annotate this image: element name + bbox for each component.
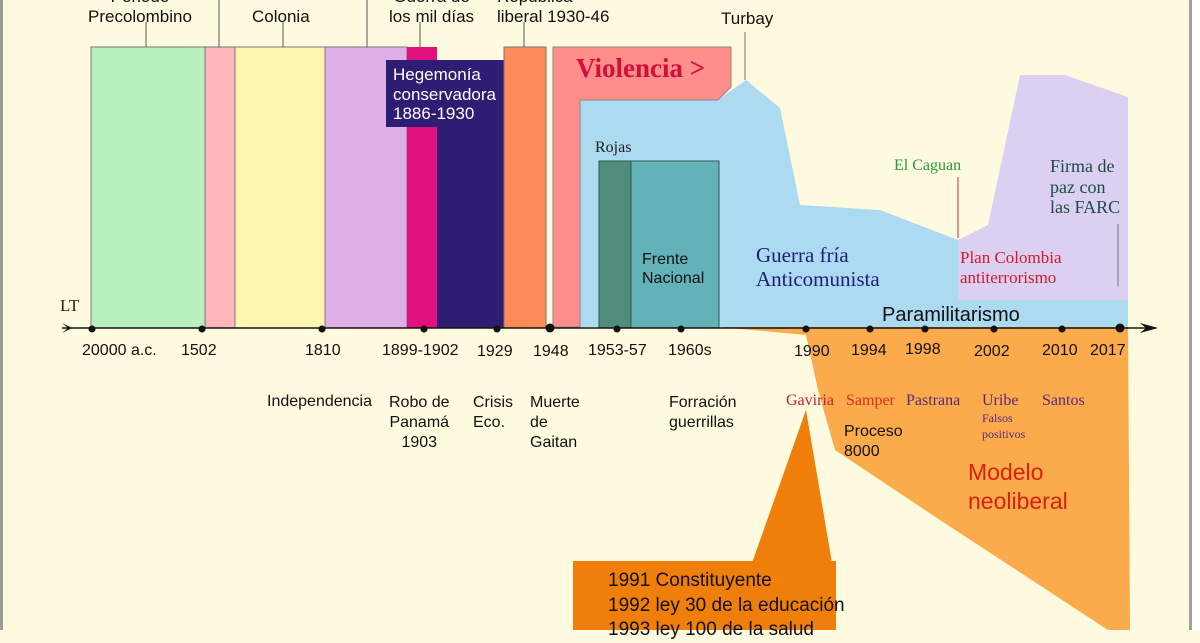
timeline-graphics bbox=[62, 0, 1158, 630]
label-rojas: Rojas bbox=[595, 139, 632, 156]
tick-label: 1960s bbox=[668, 342, 712, 359]
label-violencia: Violencia > bbox=[576, 53, 706, 83]
republica-liberal-block bbox=[503, 46, 547, 329]
label-colonia: Colonia bbox=[252, 7, 310, 26]
plan-colombia-region bbox=[958, 75, 1128, 300]
label-frente-nacional: Frente Nacional bbox=[642, 251, 705, 288]
axis-arrow-icon bbox=[1140, 323, 1158, 333]
tick-label: 1899-1902 bbox=[382, 342, 459, 359]
label-el-caguan: El Caguan bbox=[894, 157, 962, 174]
frente-nacional-block bbox=[630, 160, 720, 329]
label-precolombino: Periodo Precolombino bbox=[88, 0, 192, 27]
label-hegemonia: Hegemonía conservadora 1886-1930 bbox=[393, 65, 497, 124]
tick-label: 20000 a.c. bbox=[82, 342, 157, 359]
tick-label: 1998 bbox=[905, 341, 941, 358]
tick-label: 1810 bbox=[305, 342, 341, 359]
tick-label: 1948 bbox=[533, 343, 569, 360]
event-falsos-positivos: Falsos positivos bbox=[982, 411, 1026, 442]
right-margin bbox=[1192, 0, 1200, 630]
constituyente-line: 1992 ley 30 de la educación bbox=[608, 594, 845, 616]
event-crisis: Crisis Eco. bbox=[473, 394, 513, 431]
tick-label: 1953-57 bbox=[588, 342, 647, 359]
event-proceso-8000: Proceso 8000 bbox=[844, 423, 903, 460]
conquista-block bbox=[204, 46, 236, 329]
label-modelo-neoliberal: Modelo neoliberal bbox=[968, 459, 1068, 514]
event-panama: Robo de Panamá 1903 bbox=[389, 394, 450, 451]
tick-label: 1990 bbox=[794, 343, 830, 360]
label-mil-dias: Guerra de los mil días bbox=[389, 0, 475, 27]
left-border bbox=[0, 0, 3, 630]
event-gaitan: Muerte de Gaitan bbox=[530, 394, 580, 451]
constituyente-callout-pointer bbox=[752, 410, 832, 563]
label-paramilitarismo: Paramilitarismo bbox=[882, 304, 1020, 326]
tick-label: 2002 bbox=[974, 343, 1010, 360]
neoliberal-region bbox=[720, 327, 1130, 630]
axis-tick-dots bbox=[88, 323, 1125, 333]
event-samper: Samper bbox=[846, 392, 895, 409]
axis-label-lt: LT bbox=[60, 296, 80, 315]
label-plan-colombia: Plan Colombia antiterrorismo bbox=[960, 248, 1062, 288]
event-santos: Santos bbox=[1042, 392, 1085, 409]
tick-label: 2017 bbox=[1090, 342, 1126, 359]
precolombino-block bbox=[90, 46, 206, 329]
label-guerra-fria: Guerra fría Anticomunista bbox=[756, 243, 880, 292]
tick-label: 2010 bbox=[1042, 342, 1078, 359]
constituyente-text: 1991 Constituyente 1992 ley 30 de la edu… bbox=[608, 569, 845, 643]
event-pastrana: Pastrana bbox=[906, 392, 961, 409]
rojas-block bbox=[598, 160, 632, 329]
event-independencia: Independencia bbox=[267, 393, 372, 410]
tick-label: 1502 bbox=[181, 342, 217, 359]
event-gaviria: Gaviria bbox=[786, 392, 834, 409]
constituyente-box bbox=[573, 561, 836, 630]
violencia-block bbox=[552, 46, 732, 328]
event-guerrillas: Forración guerrillas bbox=[669, 394, 737, 431]
event-uribe: Uribe bbox=[982, 392, 1019, 409]
constituyente-line: 1993 ley 100 de la salud bbox=[608, 619, 814, 641]
right-border bbox=[1189, 0, 1192, 630]
tick-label: 1994 bbox=[851, 342, 887, 359]
label-turbay: Turbay bbox=[721, 9, 774, 28]
constituyente-line: 1991 Constituyente bbox=[608, 570, 772, 591]
label-republica-liberal: República liberal 1930-46 bbox=[497, 0, 610, 27]
axis-tail-icon bbox=[62, 323, 72, 333]
colonia-block bbox=[234, 46, 326, 329]
label-firma-paz: Firma de paz con las FARC bbox=[1050, 156, 1121, 218]
tick-label: 1929 bbox=[477, 343, 513, 360]
hegemonia-label-box bbox=[386, 60, 504, 127]
